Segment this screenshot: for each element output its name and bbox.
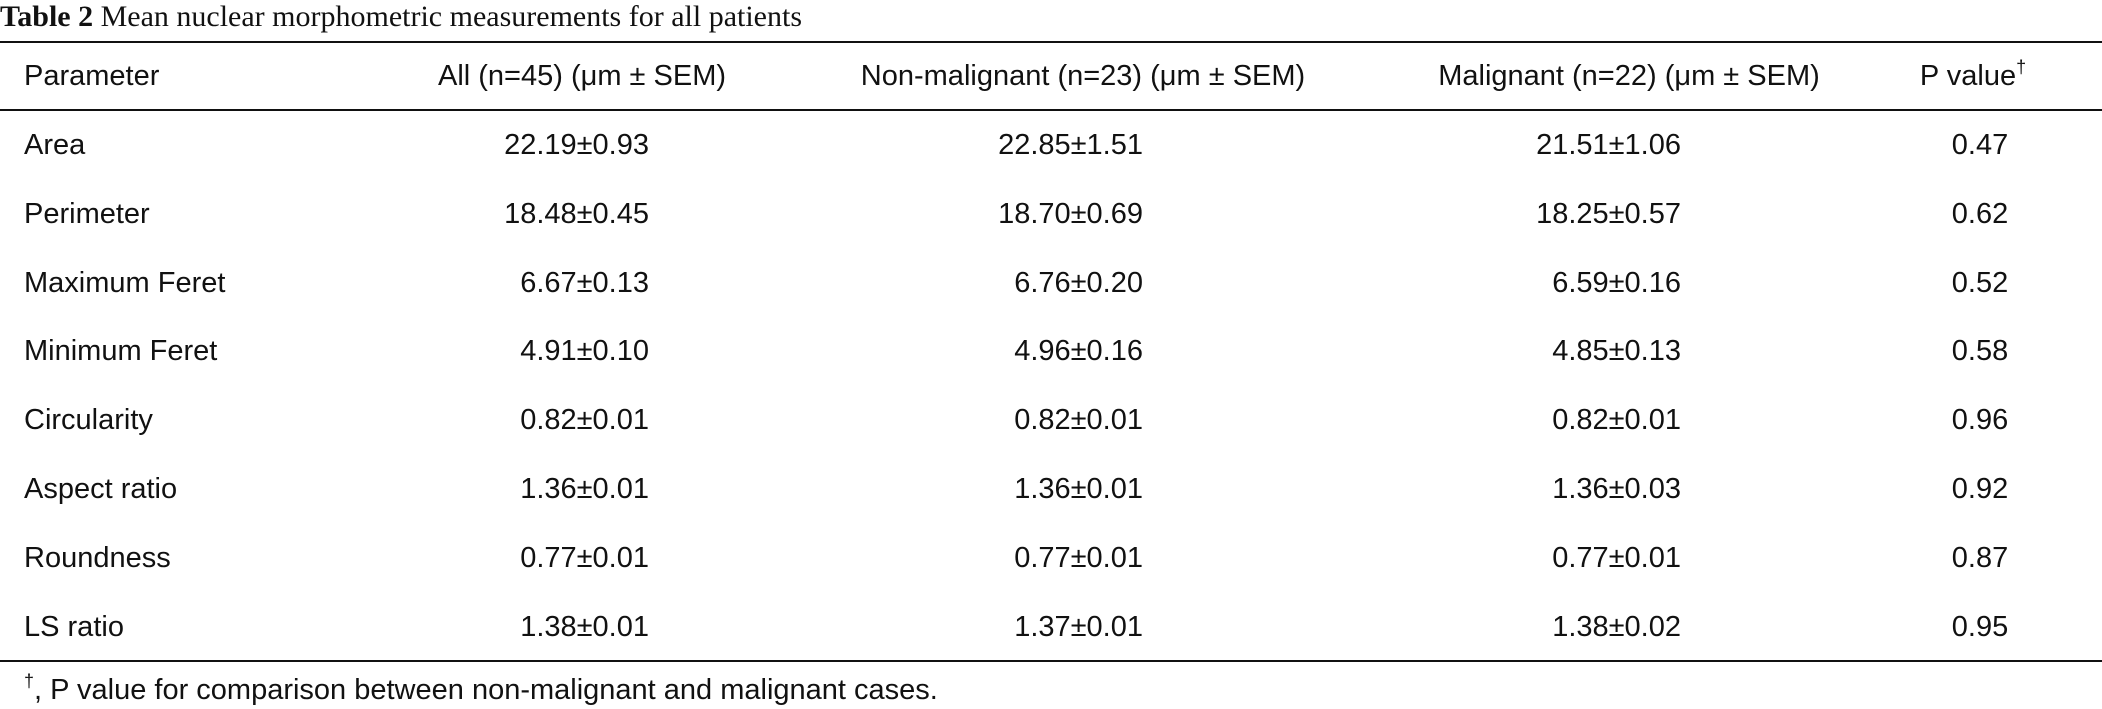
header-text: P value (1919, 60, 2017, 92)
cell-value: 22.85±1.51 (998, 129, 1143, 161)
cell-value: 0.77±0.01 (1552, 541, 1681, 574)
cell-value: 0.62 (1951, 197, 2009, 230)
row-label: Aspect ratio (24, 473, 178, 505)
cell-value: 18.48±0.45 (504, 197, 649, 230)
cell-value: 0.95 (1951, 610, 2009, 643)
cell-value: 0.82±0.01 (520, 404, 649, 437)
cell-value: 18.70±0.69 (998, 197, 1143, 230)
header-mark: † (2016, 57, 2027, 77)
header-rule (0, 109, 2102, 111)
row-label: Roundness (24, 541, 171, 574)
cell-value: 0.96 (1951, 404, 2009, 437)
cell-value: 0.82±0.01 (1552, 404, 1681, 437)
cell-value: 4.85±0.13 (1552, 335, 1681, 368)
cell-value: 0.77±0.01 (520, 541, 649, 574)
cell-value: 1.38±0.01 (520, 610, 649, 643)
cell-value: 1.36±0.03 (1552, 473, 1681, 505)
caption: Table 2 Mean nuclear morphometric measur… (0, 0, 802, 34)
row-label: Circularity (24, 404, 153, 437)
row-label: LS ratio (24, 610, 124, 643)
row-label: Maximum Feret (24, 266, 226, 299)
cell-value: 0.87 (1951, 541, 2009, 574)
header-cell: P value† (1920, 58, 2026, 94)
footnote-text: , P value for comparison between non-mal… (34, 674, 938, 706)
caption-title: Mean nuclear morphometric measurements f… (100, 0, 803, 33)
row-label: Area (24, 129, 86, 161)
cell-value: 1.36±0.01 (520, 473, 649, 505)
cell-value: 0.82±0.01 (1014, 404, 1143, 437)
cell-value: 6.67±0.13 (520, 266, 649, 299)
cell-value: 0.47 (1951, 129, 2009, 161)
cell-value: 0.77±0.01 (1014, 541, 1143, 574)
cell-value: 0.92 (1951, 473, 2009, 505)
cell-value: 22.19±0.93 (504, 129, 649, 161)
footnote-mark: † (24, 671, 35, 691)
cell-value: 4.91±0.10 (520, 335, 649, 368)
top-rule (0, 41, 2102, 43)
cell-value: 4.96±0.16 (1014, 335, 1143, 368)
cell-value: 6.76±0.20 (1014, 266, 1143, 299)
row-label: Minimum Feret (24, 335, 218, 368)
cell-value: 18.25±0.57 (1536, 197, 1681, 230)
cell-value: 0.52 (1951, 266, 2009, 299)
footnote: †, P value for comparison between non-ma… (24, 672, 938, 708)
cell-value: 1.37±0.01 (1014, 610, 1143, 643)
row-label: Perimeter (24, 197, 150, 230)
header-cell: Parameter (24, 60, 160, 92)
header-cell: All (n=45) (μm ± SEM) (437, 60, 727, 92)
cell-value: 1.38±0.02 (1552, 610, 1681, 643)
caption-label: Table 2 (0, 0, 94, 33)
cell-value: 6.59±0.16 (1552, 266, 1681, 299)
cell-value: 21.51±1.06 (1536, 129, 1681, 161)
cell-value: 0.58 (1951, 335, 2009, 368)
cell-value: 1.36±0.01 (1014, 473, 1143, 505)
bottom-rule (0, 660, 2102, 662)
header-cell: Non-malignant (n=23) (μm ± SEM) (860, 60, 1306, 92)
header-cell: Malignant (n=22) (μm ± SEM) (1438, 60, 1820, 92)
